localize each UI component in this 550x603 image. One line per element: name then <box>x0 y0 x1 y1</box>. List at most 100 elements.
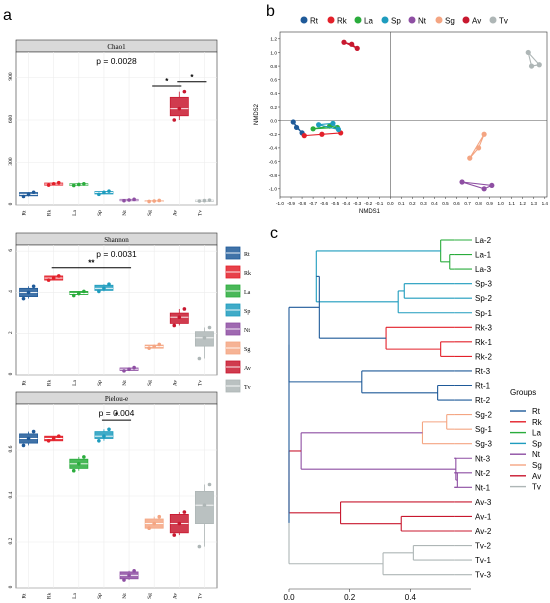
data-point <box>56 274 61 278</box>
data-point <box>177 106 182 111</box>
nmds-legend-dot-La <box>354 16 362 24</box>
legend-label-Av: Av <box>532 472 541 481</box>
legend-label-La: La <box>532 429 541 438</box>
y-tick-label: -1.0 <box>269 187 278 193</box>
significance-label: * <box>165 77 169 86</box>
legend-title: Groups <box>510 388 536 397</box>
legend-label-Tv: Tv <box>244 385 251 391</box>
legend-label-Tv: Tv <box>532 483 541 492</box>
x-tick-label: Tv <box>197 593 203 599</box>
y-tick-label: 6 <box>8 249 14 252</box>
data-point <box>182 89 187 94</box>
point-Sg <box>475 145 482 151</box>
x-tick-label: 0.9 <box>486 201 493 206</box>
point-Sg <box>467 155 473 161</box>
nmds-plot: -1.0 -0.9 -0.8 -0.7 -0.6 -0.5 -0.4 -0.3 -0.2 -0.1… <box>254 31 548 215</box>
x-tick-label: Av <box>172 380 178 387</box>
x-tick-label: -0.6 <box>320 201 328 206</box>
data-point <box>197 356 202 361</box>
x-tick-label: 0.4 <box>431 201 438 206</box>
legend-label-Rt: Rt <box>532 407 541 416</box>
x-tick-label: -0.9 <box>287 201 295 206</box>
data-point <box>82 181 86 186</box>
data-point <box>31 429 36 434</box>
nmds-legend-dot-Rk <box>327 16 335 24</box>
x-tick-label: -0.8 <box>298 201 306 206</box>
x-tick-label: Rk <box>47 210 53 217</box>
data-point <box>197 544 202 549</box>
leaf-label: Nt-3 <box>475 454 491 463</box>
plot-frame <box>15 51 218 206</box>
data-point <box>107 282 111 287</box>
data-point <box>177 315 182 320</box>
y-tick-label: 0.6 <box>8 445 14 452</box>
data-point <box>82 455 86 459</box>
x-tick-label: 1.3 <box>531 201 538 206</box>
legend-label-Rk: Rk <box>532 418 543 427</box>
panel-title: Shannon <box>104 236 129 244</box>
point-Av <box>341 39 347 45</box>
data-point <box>102 286 106 291</box>
x-tick-label: 0.5 <box>442 201 449 206</box>
data-point <box>132 197 136 202</box>
leaf-label: Tv-1 <box>475 556 492 565</box>
legend-label-Nt: Nt <box>532 450 541 459</box>
leaf-label: Nt-2 <box>475 469 491 478</box>
data-point <box>107 427 111 432</box>
data-point <box>77 182 81 187</box>
data-point <box>56 180 61 185</box>
y-tick-label: 900 <box>8 72 14 81</box>
x-tick-label: La <box>72 380 78 386</box>
data-point <box>51 276 56 280</box>
x-tick-label: 0.0 <box>283 593 295 602</box>
data-point <box>71 293 76 298</box>
y-axis-label: NMDS2 <box>254 103 260 125</box>
x-tick-label: -0.1 <box>375 201 383 206</box>
y-tick-label: 600 <box>8 115 14 124</box>
leaf-label: La-2 <box>475 236 492 245</box>
y-tick-label: -0.4 <box>269 146 278 152</box>
nmds-legend-dot-Rt <box>300 16 308 24</box>
nmds-legend-label-Av: Av <box>472 17 481 26</box>
x-axis-label: NMDS1 <box>359 209 381 215</box>
nmds-legend-label-Rk: Rk <box>337 17 348 26</box>
leaf-label: Sg-3 <box>475 440 492 449</box>
data-point <box>147 199 151 204</box>
legend-label-Sp: Sp <box>532 439 542 448</box>
point-Sp <box>316 122 322 128</box>
x-tick-label: 1.2 <box>520 201 527 206</box>
x-tick-label: Av <box>172 593 178 600</box>
y-tick-label: 0.2 <box>270 105 277 111</box>
point-Sp <box>335 126 342 133</box>
legend-label-La: La <box>244 290 251 296</box>
data-point <box>147 526 151 530</box>
x-tick-label: 1.0 <box>497 201 504 206</box>
data-point <box>202 503 207 508</box>
data-point <box>157 198 162 203</box>
data-point <box>172 533 177 537</box>
x-tick-label: Rt <box>22 210 28 216</box>
significance-label: * <box>190 73 194 82</box>
nmds-legend-label-Rt: Rt <box>310 17 319 26</box>
point-Tv <box>525 49 531 56</box>
data-point <box>152 344 156 349</box>
data-point <box>182 510 187 514</box>
data-point <box>26 192 31 197</box>
nmds-legend-dot-Nt <box>408 16 416 24</box>
x-tick-label: 0.2 <box>344 593 356 602</box>
leaf-label: Sp-3 <box>475 280 492 289</box>
chao1-panel: Chao1 0 300 600 900 Rt Rk La Sp Nt Sg Av Tv p = 0.002… <box>8 39 218 217</box>
hull-Sp <box>318 122 341 131</box>
p-value: p = 0.0028 <box>96 56 137 66</box>
data-point <box>127 198 131 202</box>
x-tick-label: 0.6 <box>453 201 460 206</box>
data-point <box>102 190 106 195</box>
panel-label-a: a <box>3 7 12 24</box>
data-point <box>202 336 207 340</box>
data-point <box>107 189 111 193</box>
x-tick-label: Tv <box>197 380 203 386</box>
significance-label: ** <box>88 259 95 268</box>
x-tick-label: La <box>72 593 78 599</box>
